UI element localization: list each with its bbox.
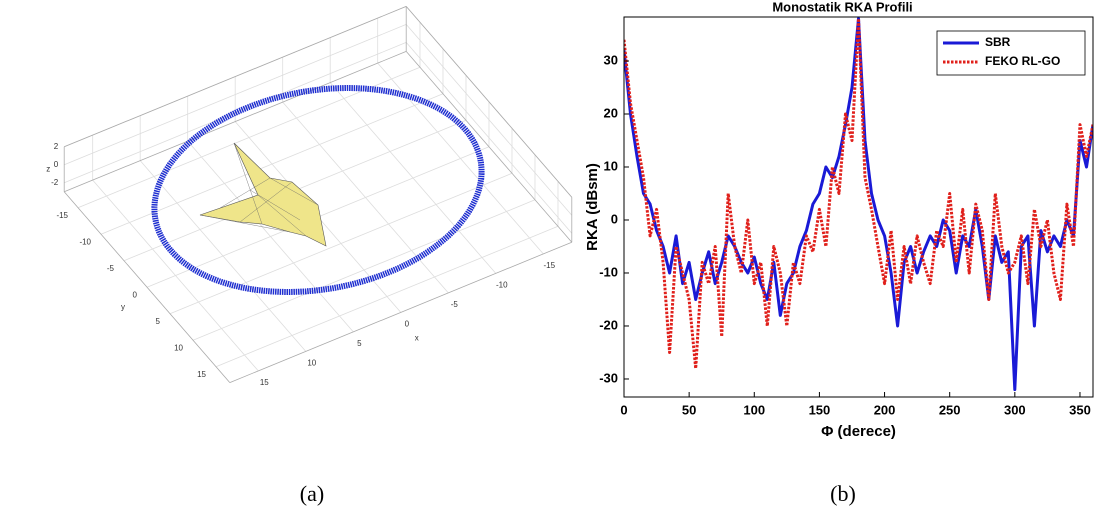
x-tick-label: 15 <box>260 378 269 387</box>
legend-box <box>937 31 1085 75</box>
y-tick-label: -5 <box>107 264 115 273</box>
y-axis-label: RKA (dBsm) <box>584 163 601 251</box>
legend-label: FEKO RL-GO <box>985 54 1060 68</box>
x-tick-label: 300 <box>1004 402 1026 417</box>
x-tick-label: 100 <box>743 402 765 417</box>
chart-title: Monostatik RKA Profili <box>772 0 912 14</box>
ring <box>154 88 481 292</box>
z-tick-label: 0 <box>54 160 59 169</box>
grid-line <box>170 173 512 313</box>
z-tick-label: 2 <box>54 142 59 151</box>
x-axis-label: x <box>415 334 419 343</box>
x-tick-label: 10 <box>307 359 316 368</box>
grid-line <box>216 226 558 366</box>
y-axis-label: y <box>121 302 125 311</box>
z-axis-label: z <box>46 164 50 173</box>
x-tick-label: 0 <box>405 320 410 329</box>
x-tick-label: 150 <box>809 402 831 417</box>
x-tick-label: 5 <box>357 339 362 348</box>
aircraft <box>200 143 326 246</box>
y-tick-label: 5 <box>156 317 161 326</box>
y-tick-label: 0 <box>611 211 618 226</box>
x-tick-label: 200 <box>874 402 896 417</box>
y-tick-label: -10 <box>79 237 91 246</box>
y-tick-label: 20 <box>604 105 618 120</box>
figure: (a) (b) 151050-5-10-15-15-10-505101520-2… <box>0 0 1101 522</box>
y-tick-label: 10 <box>604 158 618 173</box>
x-axis-label: Φ (derece) <box>821 423 896 440</box>
caption-b: (b) <box>830 481 856 506</box>
grid-line <box>406 24 572 215</box>
x-tick-label: -10 <box>496 281 508 290</box>
x-tick-label: 0 <box>620 402 627 417</box>
y-tick-label: -10 <box>599 264 618 279</box>
legend-label: SBR <box>985 35 1011 49</box>
x-tick-label: -15 <box>544 261 556 270</box>
x-tick-label: -5 <box>451 300 459 309</box>
caption-a: (a) <box>300 481 324 506</box>
box-edge <box>230 242 572 382</box>
box-edge <box>64 51 406 191</box>
grid-line <box>64 42 406 182</box>
x-tick-label: 50 <box>682 402 696 417</box>
z-tick-label: -2 <box>51 178 59 187</box>
y-tick-label: 15 <box>197 370 206 379</box>
y-tick-label: 30 <box>604 52 618 67</box>
y-tick-label: -15 <box>56 211 68 220</box>
y-tick-label: 0 <box>133 290 138 299</box>
box-edge <box>64 192 230 383</box>
grid-line <box>406 42 572 233</box>
y-tick-label: -30 <box>599 370 618 385</box>
panel-line: 0 50 100 150 200 250 300 350 -30 -20 -10 0 10 20 30 Mon… <box>584 0 1093 440</box>
box-edge <box>406 51 572 242</box>
x-tick-label: 250 <box>939 402 961 417</box>
x-tick-label: 350 <box>1069 402 1091 417</box>
box-edge <box>64 6 406 146</box>
grid-line <box>64 24 406 164</box>
y-tick-label: -20 <box>599 317 618 332</box>
y-tick-label: 10 <box>174 343 183 352</box>
